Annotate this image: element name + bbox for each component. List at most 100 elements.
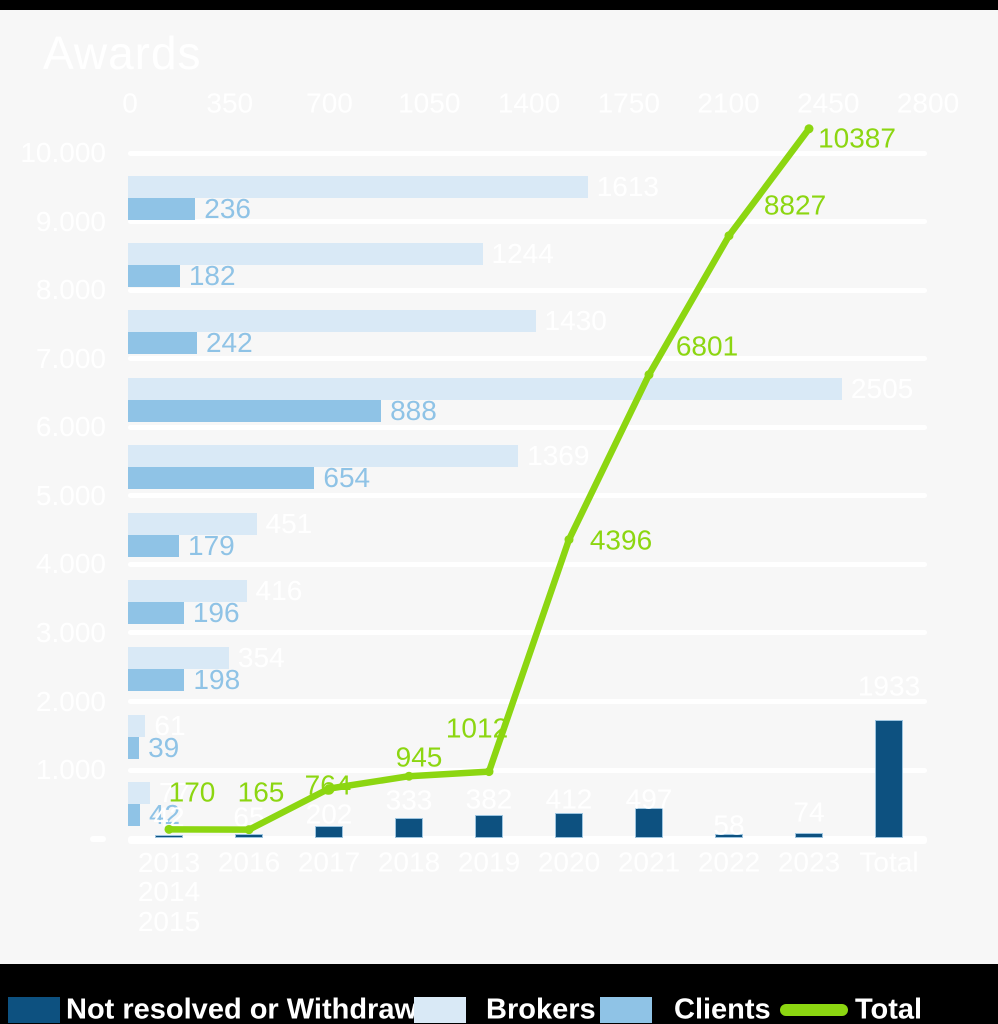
legend-swatch-not-resolved xyxy=(8,997,60,1023)
x-axis-label: 2016 xyxy=(217,846,281,878)
top-black-strip xyxy=(0,0,998,10)
total-value-label: 10387 xyxy=(818,122,896,154)
top-axis-tick: 0 xyxy=(122,87,138,119)
clients-bar xyxy=(128,736,140,759)
not-resolved-column xyxy=(155,835,183,838)
y-axis-label: 6.000 xyxy=(35,411,106,443)
y-axis-label: 10.000 xyxy=(20,137,106,168)
column-value-label: 382 xyxy=(465,783,513,815)
legend-label: Brokers xyxy=(486,993,596,1024)
y-gridline xyxy=(128,150,927,156)
total-line-marker xyxy=(724,231,734,241)
y-axis-label: 5.000 xyxy=(35,479,106,511)
chart-title: Awards xyxy=(43,27,202,79)
total-line-marker xyxy=(804,124,814,134)
brokers-value-label: 451 xyxy=(265,507,313,539)
legend-bar: Not resolved or Withdrawn Brokers Clients T… xyxy=(0,964,998,1024)
clients-bar xyxy=(128,467,315,490)
top-axis-tick: 350 xyxy=(206,87,254,119)
x-axis-label: Total xyxy=(859,846,919,878)
clients-value-label: 196 xyxy=(192,596,240,628)
clients-value-label: 888 xyxy=(390,394,437,426)
y-axis-label: 4.000 xyxy=(35,548,106,580)
y-gridline xyxy=(128,699,927,705)
x-axis-label: 2018 xyxy=(377,846,441,878)
legend-swatch-total-line xyxy=(780,1004,848,1016)
y-gridline xyxy=(128,424,927,430)
clients-bar xyxy=(128,669,185,692)
y-gridline xyxy=(128,561,927,567)
brokers-value-label: 1244 xyxy=(491,237,554,269)
column-value-label: 74 xyxy=(793,796,825,828)
brokers-value-label: 354 xyxy=(237,642,285,674)
clients-bar xyxy=(128,601,184,624)
not-resolved-column xyxy=(395,817,423,838)
brokers-bar xyxy=(128,175,588,198)
clients-bar xyxy=(128,399,382,422)
x-axis-label: 2019 xyxy=(457,846,521,878)
column-value-label: 1933 xyxy=(857,670,921,702)
clients-bar xyxy=(128,534,179,557)
x-axis-label: 2013 2014 2015 xyxy=(137,846,201,937)
y-axis-label: 9.000 xyxy=(35,205,106,237)
column-value-label: 497 xyxy=(625,783,673,815)
y-axis-label: 2.000 xyxy=(35,685,106,717)
top-axis-tick: 1750 xyxy=(597,87,660,119)
y-axis-label: 8.000 xyxy=(35,274,106,306)
y-axis-label: 1.000 xyxy=(35,754,106,786)
legend-label: Not resolved or Withdrawn xyxy=(66,993,435,1024)
total-value-label: 945 xyxy=(395,741,443,773)
x-axis-label: 2017 xyxy=(297,846,361,878)
brokers-value-label: 1369 xyxy=(527,440,590,472)
y-gridline xyxy=(128,767,927,773)
total-value-label: 4396 xyxy=(589,524,653,556)
y-gridline xyxy=(128,287,927,293)
column-value-label: 333 xyxy=(385,784,433,816)
total-line-marker xyxy=(564,535,574,545)
legend-label: Clients xyxy=(674,993,771,1024)
legend-swatch-brokers xyxy=(414,997,466,1023)
clients-value-label: 198 xyxy=(193,664,241,696)
top-axis-tick: 2100 xyxy=(697,87,760,119)
not-resolved-column xyxy=(795,833,823,838)
legend-swatch-clients xyxy=(600,997,652,1023)
brokers-bar xyxy=(128,310,536,333)
total-value-label: 6801 xyxy=(675,330,739,362)
top-axis-tick: 1050 xyxy=(398,87,461,119)
top-axis-tick: 1400 xyxy=(497,87,561,119)
brokers-bar xyxy=(128,377,842,400)
clients-value-label: 179 xyxy=(188,529,235,561)
brokers-value-label: 416 xyxy=(255,574,303,606)
brokers-bar xyxy=(128,782,150,805)
clients-bar xyxy=(128,332,197,355)
top-axis-tick: 2800 xyxy=(896,87,960,119)
column-value-label: 58 xyxy=(713,809,745,841)
legend-label: Total xyxy=(855,993,923,1024)
x-axis-label: 2023 xyxy=(777,846,841,878)
clients-bar xyxy=(128,197,196,220)
x-axis-label: 2020 xyxy=(537,846,601,878)
brokers-bar xyxy=(128,242,483,265)
total-line-marker xyxy=(404,771,414,781)
clients-value-label: 654 xyxy=(323,462,371,494)
x-axis-label: 2022 xyxy=(697,846,761,878)
total-value-label: 170 xyxy=(168,776,216,808)
top-axis-tick: 2450 xyxy=(797,87,860,119)
y-axis-zero-dash xyxy=(90,836,106,842)
total-value-label: 165 xyxy=(237,776,285,808)
brokers-bar xyxy=(128,714,146,737)
not-resolved-column xyxy=(875,719,903,838)
total-value-label: 8827 xyxy=(763,189,827,221)
not-resolved-column xyxy=(475,814,503,838)
brokers-value-label: 1430 xyxy=(544,305,607,337)
x-axis-baseline xyxy=(128,836,927,844)
y-gridline xyxy=(128,493,927,499)
clients-value-label: 39 xyxy=(148,731,180,763)
not-resolved-column xyxy=(555,812,583,838)
total-value-label: 764 xyxy=(304,769,352,801)
clients-value-label: 242 xyxy=(205,327,253,359)
y-axis-label: 7.000 xyxy=(35,342,106,374)
y-axis-label: 3.000 xyxy=(35,616,106,648)
clients-value-label: 236 xyxy=(204,192,251,224)
